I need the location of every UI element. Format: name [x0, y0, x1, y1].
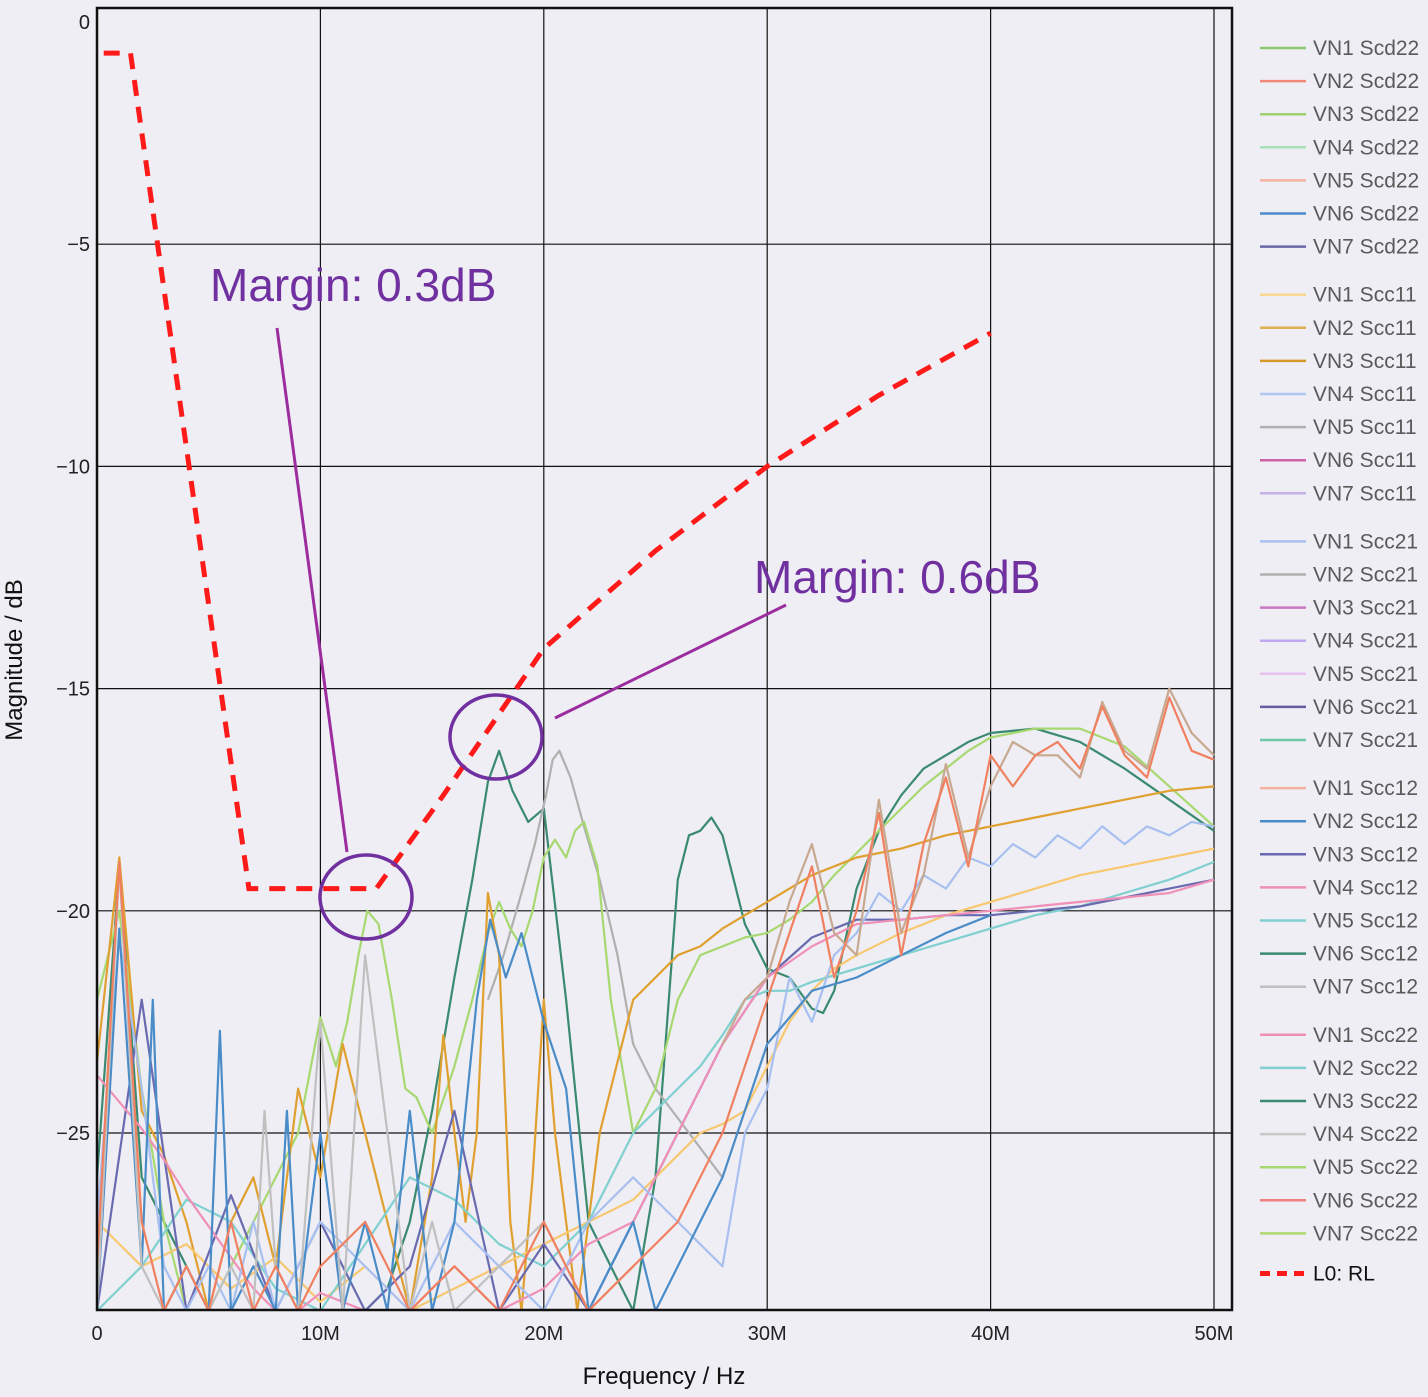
legend-item: VN1 Scc21 [1313, 530, 1418, 553]
legend-item: VN1 Scc11 [1313, 284, 1417, 307]
legend-item: VN3 Scc11 [1313, 350, 1417, 373]
legend-item: VN2 Scc22 [1313, 1057, 1418, 1080]
legend-item: VN6 Scc11 [1313, 449, 1417, 472]
x-tick-label: 20M [524, 1323, 563, 1345]
limit-line-group [103, 50, 992, 892]
annotations: Margin: 0.3dB Margin: 0.6dB [210, 259, 1040, 941]
x-axis-title: Frequency / Hz [583, 1363, 746, 1390]
legend-item: VN7 Scc21 [1313, 729, 1418, 752]
annotation-pointer-2 [554, 603, 787, 720]
legend-item: VN3 Scc12 [1313, 843, 1418, 866]
legend-item: VN3 Scc21 [1313, 597, 1418, 620]
series-line-6 [97, 860, 1215, 1310]
y-tick-label: −25 [56, 1123, 90, 1145]
legend-item: VN6 Scd22 [1313, 203, 1419, 226]
legend-item-limit: L0: RL [1313, 1263, 1375, 1286]
annotation-label-2: Margin: 0.6dB [754, 551, 1040, 603]
y-tick-label: −5 [67, 234, 90, 256]
x-tick-label: 10M [301, 1323, 340, 1345]
legend-item: VN5 Scc11 [1313, 416, 1417, 439]
legend-item: VN4 Scc12 [1313, 876, 1418, 899]
annotation-label-1: Margin: 0.3dB [210, 259, 496, 311]
y-tick-label: −15 [56, 679, 90, 701]
legend-item: VN7 Scc12 [1313, 976, 1418, 999]
legend-item: VN5 Scc12 [1313, 910, 1418, 933]
series-line-12 [721, 687, 1215, 1045]
annotation-circle-1 [318, 853, 414, 941]
legend-item: VN2 Scc21 [1313, 564, 1418, 587]
legend-item: VN2 Scc12 [1313, 810, 1418, 833]
limit-line [103, 50, 992, 892]
legend-item: VN1 Scd22 [1313, 37, 1419, 60]
legend-item: VN3 Scc22 [1313, 1090, 1418, 1113]
annotation-circle-2 [448, 693, 544, 781]
series-group [97, 687, 1215, 1310]
legend-item: VN4 Scc11 [1313, 383, 1417, 406]
series-line-13 [97, 696, 1215, 1310]
series-line-2 [486, 749, 724, 1179]
legend-item: VN7 Scc22 [1313, 1222, 1418, 1245]
y-tick-label: −20 [56, 901, 90, 923]
series-line-8 [97, 878, 1215, 1310]
legend-item: VN2 Scc11 [1313, 317, 1417, 340]
legend-item: VN7 Scd22 [1313, 236, 1419, 259]
legend-item: VN5 Scc21 [1313, 663, 1418, 686]
series-line-5 [97, 847, 1215, 1310]
series-line-9 [97, 820, 1215, 1310]
legend-item: VN2 Scd22 [1313, 70, 1419, 93]
legend: VN1 Scd22 VN2 Scd22 VN3 Scd22 VN4 Scd22 VN5 … [1260, 37, 1419, 1286]
legend-item: VN1 Scc22 [1313, 1024, 1418, 1047]
legend-item: VN6 Scc22 [1313, 1189, 1418, 1212]
legend-item: VN4 Scd22 [1313, 136, 1419, 159]
legend-item: VN7 Scc11 [1313, 482, 1417, 505]
legend-item: VN4 Scc22 [1313, 1123, 1418, 1146]
x-tick-label: 0 [91, 1323, 102, 1345]
legend-item: VN3 Scd22 [1313, 103, 1419, 126]
series-line-3 [97, 727, 1215, 1310]
y-tick-label: −10 [56, 456, 90, 478]
annotation-pointer-1 [275, 327, 349, 853]
x-tick-label: 30M [748, 1323, 787, 1345]
legend-item: VN1 Scc12 [1313, 777, 1418, 800]
plot-border [95, 6, 1234, 1312]
legend-item: VN6 Scc12 [1313, 943, 1418, 966]
grid [97, 8, 1232, 1310]
legend-item: VN5 Scd22 [1313, 169, 1419, 192]
x-tick-label: 50M [1195, 1323, 1234, 1345]
legend-item: VN4 Scc21 [1313, 630, 1418, 653]
y-axis-title: Magnitude / dB [1, 579, 28, 740]
plot-area [97, 8, 1232, 1310]
x-tick-label: 40M [971, 1323, 1010, 1345]
axes: Frequency / Hz Magnitude / dB 0 10M 20M 30M… [1, 12, 1233, 1390]
legend-item: VN6 Scc21 [1313, 696, 1418, 719]
legend-item: VN5 Scc22 [1313, 1156, 1418, 1179]
y-tick-label: 0 [79, 12, 90, 34]
